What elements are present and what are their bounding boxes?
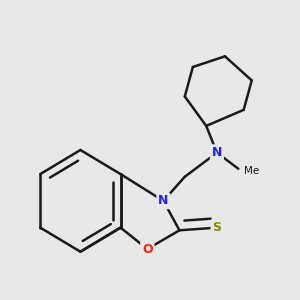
- Text: Me: Me: [244, 167, 259, 176]
- Text: O: O: [142, 242, 153, 256]
- Text: N: N: [212, 146, 222, 159]
- Text: N: N: [158, 194, 169, 207]
- Text: S: S: [212, 221, 221, 234]
